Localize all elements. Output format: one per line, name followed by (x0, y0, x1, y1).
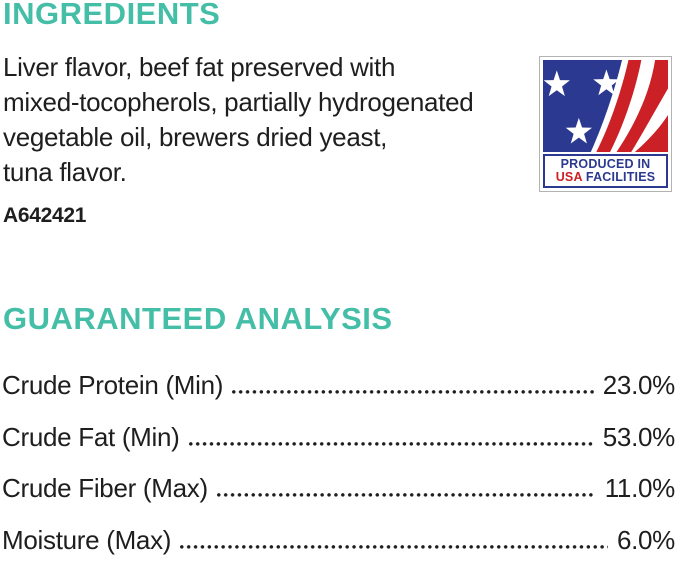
analysis-row-value: 23.0% (602, 370, 676, 400)
ingredients-text-line: mixed-tocopherols, partially hydrogenate… (3, 87, 474, 117)
badge-caption-line1: PRODUCED IN (560, 156, 651, 171)
badge-caption: PRODUCED IN USA FACILITIES (543, 154, 668, 188)
analysis-row-label: Crude Fiber (Max) (2, 473, 208, 504)
usa-flag-icon (543, 60, 668, 152)
analysis-row-label: Moisture (Max) (2, 525, 172, 556)
dot-leader (232, 390, 594, 394)
ingredients-text-line: Liver flavor, beef fat preserved with (3, 52, 396, 82)
analysis-row-label: Crude Protein (Min) (2, 370, 224, 400)
badge-caption-line2: USA FACILITIES (555, 170, 656, 185)
ingredients-heading: INGREDIENTS (3, 0, 221, 31)
analysis-row-value: 6.0% (616, 525, 675, 556)
analysis-row: Crude Protein (Min) 23.0% (2, 362, 675, 414)
produced-in-usa-badge: PRODUCED IN USA FACILITIES (539, 56, 672, 192)
analysis-row: Crude Fiber (Max) 11.0% (2, 465, 675, 517)
ingredients-text-line: tuna flavor. (3, 157, 127, 187)
ingredients-text-line: vegetable oil, brewers dried yeast, (3, 122, 388, 152)
analysis-row: Crude Fat (Min) 53.0% (2, 414, 675, 466)
badge-usa-text: USA (555, 170, 583, 184)
dot-leader (188, 441, 594, 446)
analysis-row: Moisture (Max) 6.0% (2, 517, 675, 569)
badge-facilities-text: FACILITIES (585, 170, 656, 184)
dot-leader (180, 545, 608, 550)
ingredients-paragraph: Liver flavor, beef fat preserved with mi… (3, 50, 474, 190)
analysis-row-label: Crude Fat (Min) (2, 421, 180, 452)
analysis-row-value: 11.0% (604, 473, 676, 504)
dot-leader (216, 493, 596, 498)
guaranteed-analysis-heading: GUARANTEED ANALYSIS (3, 301, 393, 336)
item-code: A642421 (3, 204, 87, 227)
analysis-row-value: 53.0% (602, 421, 676, 452)
guaranteed-analysis-table: Crude Protein (Min) 23.0% Crude Fat (Min… (2, 362, 675, 569)
